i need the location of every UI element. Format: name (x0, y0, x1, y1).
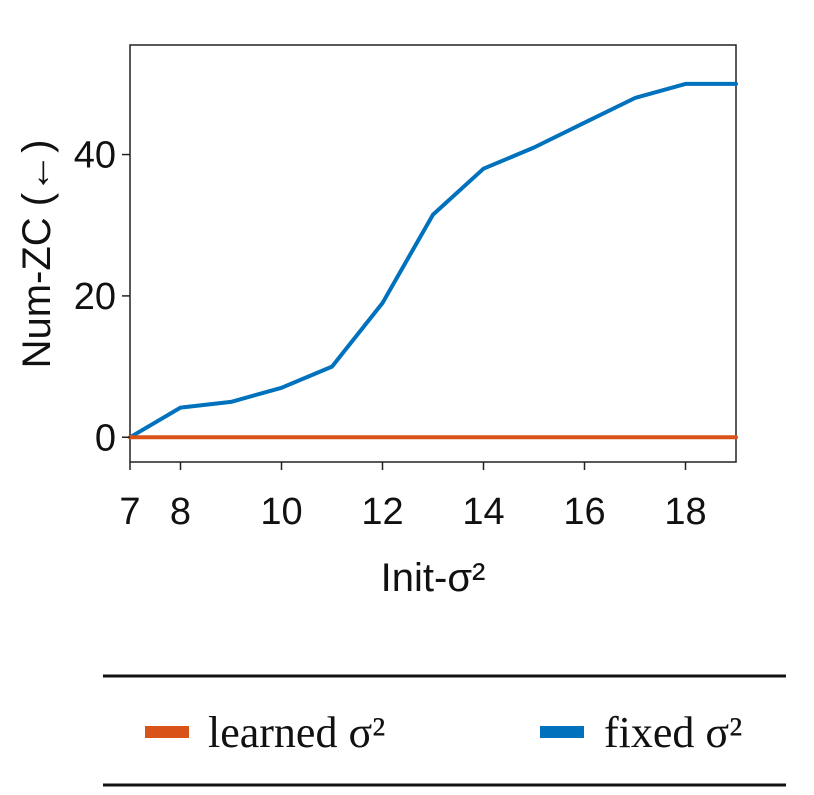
legend-items: learned σ² fixed σ² (145, 708, 742, 757)
plot-area (128, 44, 738, 463)
x-tick-label: 14 (462, 491, 504, 533)
x-tick-label: 10 (260, 491, 302, 533)
x-tick-label: 8 (170, 491, 191, 533)
y-axis-label: Num-ZC (←) (15, 140, 59, 369)
x-tick-label: 12 (361, 491, 403, 533)
y-tick-label: 0 (95, 417, 116, 459)
x-tick-label: 7 (119, 491, 140, 533)
y-tick-label: 40 (74, 135, 116, 177)
x-tick-label: 18 (664, 491, 706, 533)
y-tick-label: 20 (74, 276, 116, 318)
x-axis-ticks: 7 8 10 12 14 16 18 (119, 462, 707, 533)
legend-label-fixed: fixed σ² (604, 708, 742, 757)
legend-swatch-fixed (540, 726, 584, 738)
legend-label-learned: learned σ² (208, 708, 385, 757)
series-line-fixed (128, 81, 738, 440)
x-tick-label: 16 (563, 491, 605, 533)
plot-frame (129, 44, 737, 463)
legend-swatch-learned (145, 726, 189, 738)
x-axis-label: Init-σ² (381, 556, 486, 600)
y-axis-ticks: 0 20 40 (74, 135, 130, 459)
legend: learned σ² fixed σ² (103, 674, 786, 787)
series-layer (128, 81, 738, 440)
